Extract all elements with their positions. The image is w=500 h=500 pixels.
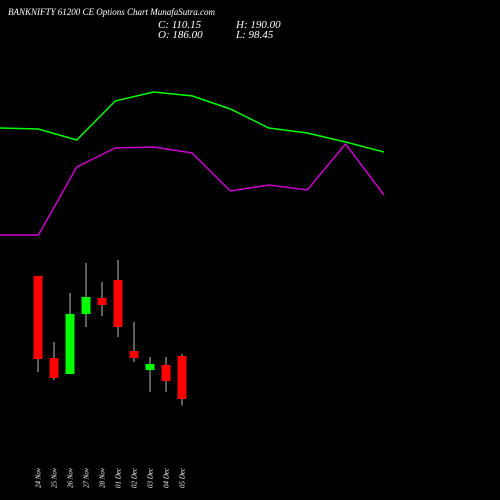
x-tick-label: 03 Dec	[147, 467, 155, 488]
high-label: H: 190.00	[235, 19, 281, 31]
x-tick-label: 05 Dec	[179, 467, 187, 488]
x-tick-label: 04 Dec	[163, 467, 171, 488]
x-tick-label: 27 Nov	[83, 467, 91, 488]
candle-body	[97, 298, 107, 305]
candle-body	[129, 351, 139, 358]
low-label: L: 98.45	[235, 29, 274, 41]
x-tick-label: 02 Dec	[131, 467, 139, 488]
indicator-line	[0, 142, 385, 236]
chart-title: BANKNIFTY 61200 CE Options Chart MunafaS…	[8, 7, 216, 17]
candle-body	[33, 276, 43, 360]
x-tick-label: 24 Nov	[35, 467, 43, 488]
candle-body	[81, 296, 91, 315]
candle-body	[65, 314, 75, 375]
close-label: C: 110.15	[158, 19, 202, 31]
indicator-line	[0, 91, 385, 153]
candle-body	[113, 279, 123, 327]
x-tick-label: 01 Dec	[115, 467, 123, 488]
x-tick-label: 26 Nov	[67, 467, 75, 488]
candle-body	[145, 364, 155, 371]
candle-body	[49, 357, 59, 379]
x-tick-label: 25 Nov	[51, 467, 59, 488]
x-tick-label: 28 Nov	[99, 467, 107, 488]
open-label: O: 186.00	[158, 29, 203, 41]
candle-body	[161, 365, 171, 382]
candle-body	[177, 356, 187, 400]
